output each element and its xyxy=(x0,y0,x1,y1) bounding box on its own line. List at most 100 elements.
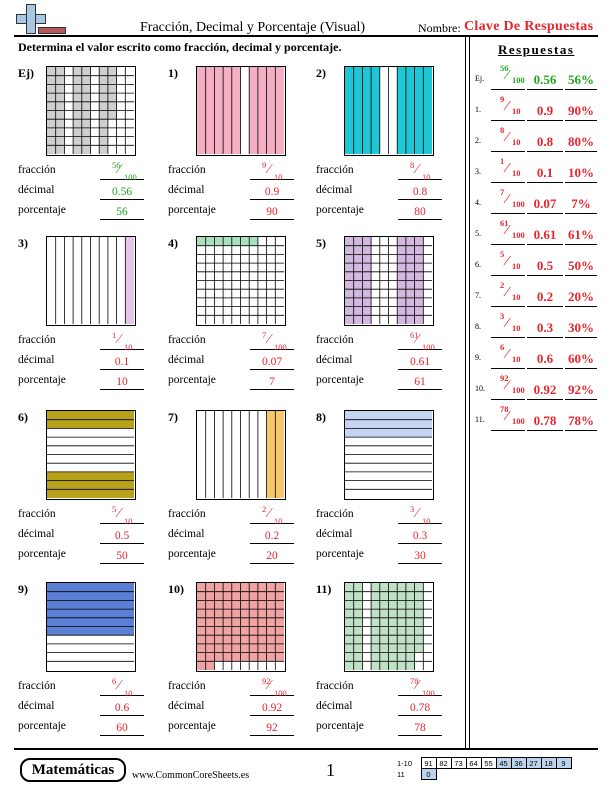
fraction-slash: ⁄ xyxy=(416,332,419,347)
shaded-cell xyxy=(47,84,56,94)
shaded-cell xyxy=(55,67,65,76)
shaded-cell xyxy=(397,661,406,670)
percent-answer: 50 xyxy=(100,548,144,564)
problem-card: 10) fracción 92 ⁄ 100 décimal 0.92 porcentaje 92 xyxy=(168,582,308,752)
shaded-cell xyxy=(275,67,284,154)
shaded-cell xyxy=(353,617,363,627)
answer-key-percent: 61% xyxy=(565,225,597,245)
shaded-cell xyxy=(240,600,250,610)
shaded-cell xyxy=(414,315,424,324)
shaded-cell xyxy=(379,591,389,601)
shaded-cell xyxy=(55,84,65,94)
answer-key-fraction: 7 ⁄ 100 xyxy=(491,187,525,214)
shaded-cell xyxy=(257,67,267,154)
shaded-cell xyxy=(47,119,56,128)
fraction-slash: ⁄ xyxy=(506,223,509,238)
answer-key-fraction: 2 ⁄ 10 xyxy=(491,280,525,307)
shaded-cell xyxy=(81,127,91,137)
shaded-cell xyxy=(55,136,65,146)
shaded-cell xyxy=(47,101,56,111)
shaded-cell xyxy=(240,652,250,662)
answer-key-percent: 56% xyxy=(565,70,597,90)
shaded-cell xyxy=(214,583,224,592)
shaded-cell xyxy=(353,271,363,281)
answer-key-decimal: 0.78 xyxy=(527,411,563,431)
fraction-model xyxy=(46,66,136,156)
shaded-cell xyxy=(99,110,108,120)
answer-key-fraction: 9 ⁄ 10 xyxy=(491,94,525,121)
shaded-cell xyxy=(371,661,380,670)
shaded-cell xyxy=(197,583,206,592)
shaded-cell xyxy=(205,609,215,618)
shaded-cell xyxy=(388,583,398,592)
score-cell: 91 xyxy=(420,757,437,769)
shaded-cell xyxy=(205,617,215,627)
shaded-cell xyxy=(81,136,91,146)
shaded-cell xyxy=(205,591,215,601)
shaded-cell xyxy=(223,635,232,644)
fraction-answer: 56 ⁄ 100 xyxy=(100,160,144,182)
fraction-value: 3 ⁄ 10 xyxy=(495,311,525,334)
numerator: 3 xyxy=(410,504,415,514)
fraction-slash: ⁄ xyxy=(506,161,509,176)
shaded-cell xyxy=(257,617,267,627)
shaded-cell xyxy=(223,626,232,636)
shaded-cell xyxy=(197,609,206,618)
shaded-cell xyxy=(345,315,354,324)
numerator: 56 xyxy=(500,63,509,73)
shaded-cell xyxy=(73,84,82,94)
problem-number: 1) xyxy=(168,66,178,80)
shaded-cell xyxy=(47,489,134,498)
answer-key-row: 8. 3 ⁄ 10 0.3 30% xyxy=(475,311,600,338)
fraction-value: 6 ⁄ 10 xyxy=(495,342,525,365)
fraction-slash: ⁄ xyxy=(268,162,271,177)
answer-key-fraction: 3 ⁄ 10 xyxy=(491,311,525,338)
shaded-cell xyxy=(353,289,363,298)
divider-line xyxy=(469,36,470,748)
numerator: 78 xyxy=(410,676,419,686)
shaded-cell xyxy=(73,93,82,102)
shaded-cell xyxy=(379,600,389,610)
page-title: Fracción, Decimal y Porcentaje (Visual) xyxy=(140,20,366,35)
shaded-cell xyxy=(345,617,354,627)
answer-key-row: 6. 5 ⁄ 10 0.5 50% xyxy=(475,249,600,276)
score-cell: 45 xyxy=(495,757,512,769)
answer-key-percent: 60% xyxy=(565,349,597,369)
shaded-cell xyxy=(388,635,398,644)
answer-key-row: 10. 92 ⁄ 100 0.92 92% xyxy=(475,373,600,400)
decimal-answer: 0.56 xyxy=(100,184,144,200)
fraction-grid xyxy=(197,237,284,324)
shaded-cell xyxy=(405,263,415,272)
shaded-cell xyxy=(257,635,267,644)
shaded-cell xyxy=(55,93,65,102)
answer-key-label: 1. xyxy=(475,105,481,114)
shaded-cell xyxy=(257,591,267,601)
shaded-cell xyxy=(223,600,232,610)
percent-label: porcentaje xyxy=(316,720,364,732)
bottom-rule xyxy=(14,748,598,750)
percent-answer: 20 xyxy=(250,548,294,564)
shaded-cell xyxy=(99,93,108,102)
shaded-cell xyxy=(345,661,354,670)
shaded-cell xyxy=(371,617,380,627)
fraction-slash: ⁄ xyxy=(118,506,121,521)
answers-title: Respuestas xyxy=(498,42,575,57)
shaded-cell xyxy=(353,67,363,154)
shaded-cell xyxy=(197,661,206,670)
decimal-label: décimal xyxy=(18,184,55,196)
shaded-cell xyxy=(353,237,363,246)
answer-key-row: 11. 78 ⁄ 100 0.78 78% xyxy=(475,404,600,431)
shaded-cell xyxy=(345,591,354,601)
shaded-cell xyxy=(81,75,91,85)
shaded-cell xyxy=(81,84,91,94)
shaded-cell xyxy=(405,67,415,154)
shaded-cell xyxy=(397,245,406,255)
shaded-cell xyxy=(99,145,108,154)
answer-key-percent: 7% xyxy=(565,194,597,214)
denominator: 100 xyxy=(274,688,287,698)
shaded-cell xyxy=(73,110,82,120)
shaded-cell xyxy=(240,591,250,601)
shaded-cell xyxy=(388,643,398,653)
shaded-cell xyxy=(345,583,354,592)
shaded-cell xyxy=(275,635,284,644)
